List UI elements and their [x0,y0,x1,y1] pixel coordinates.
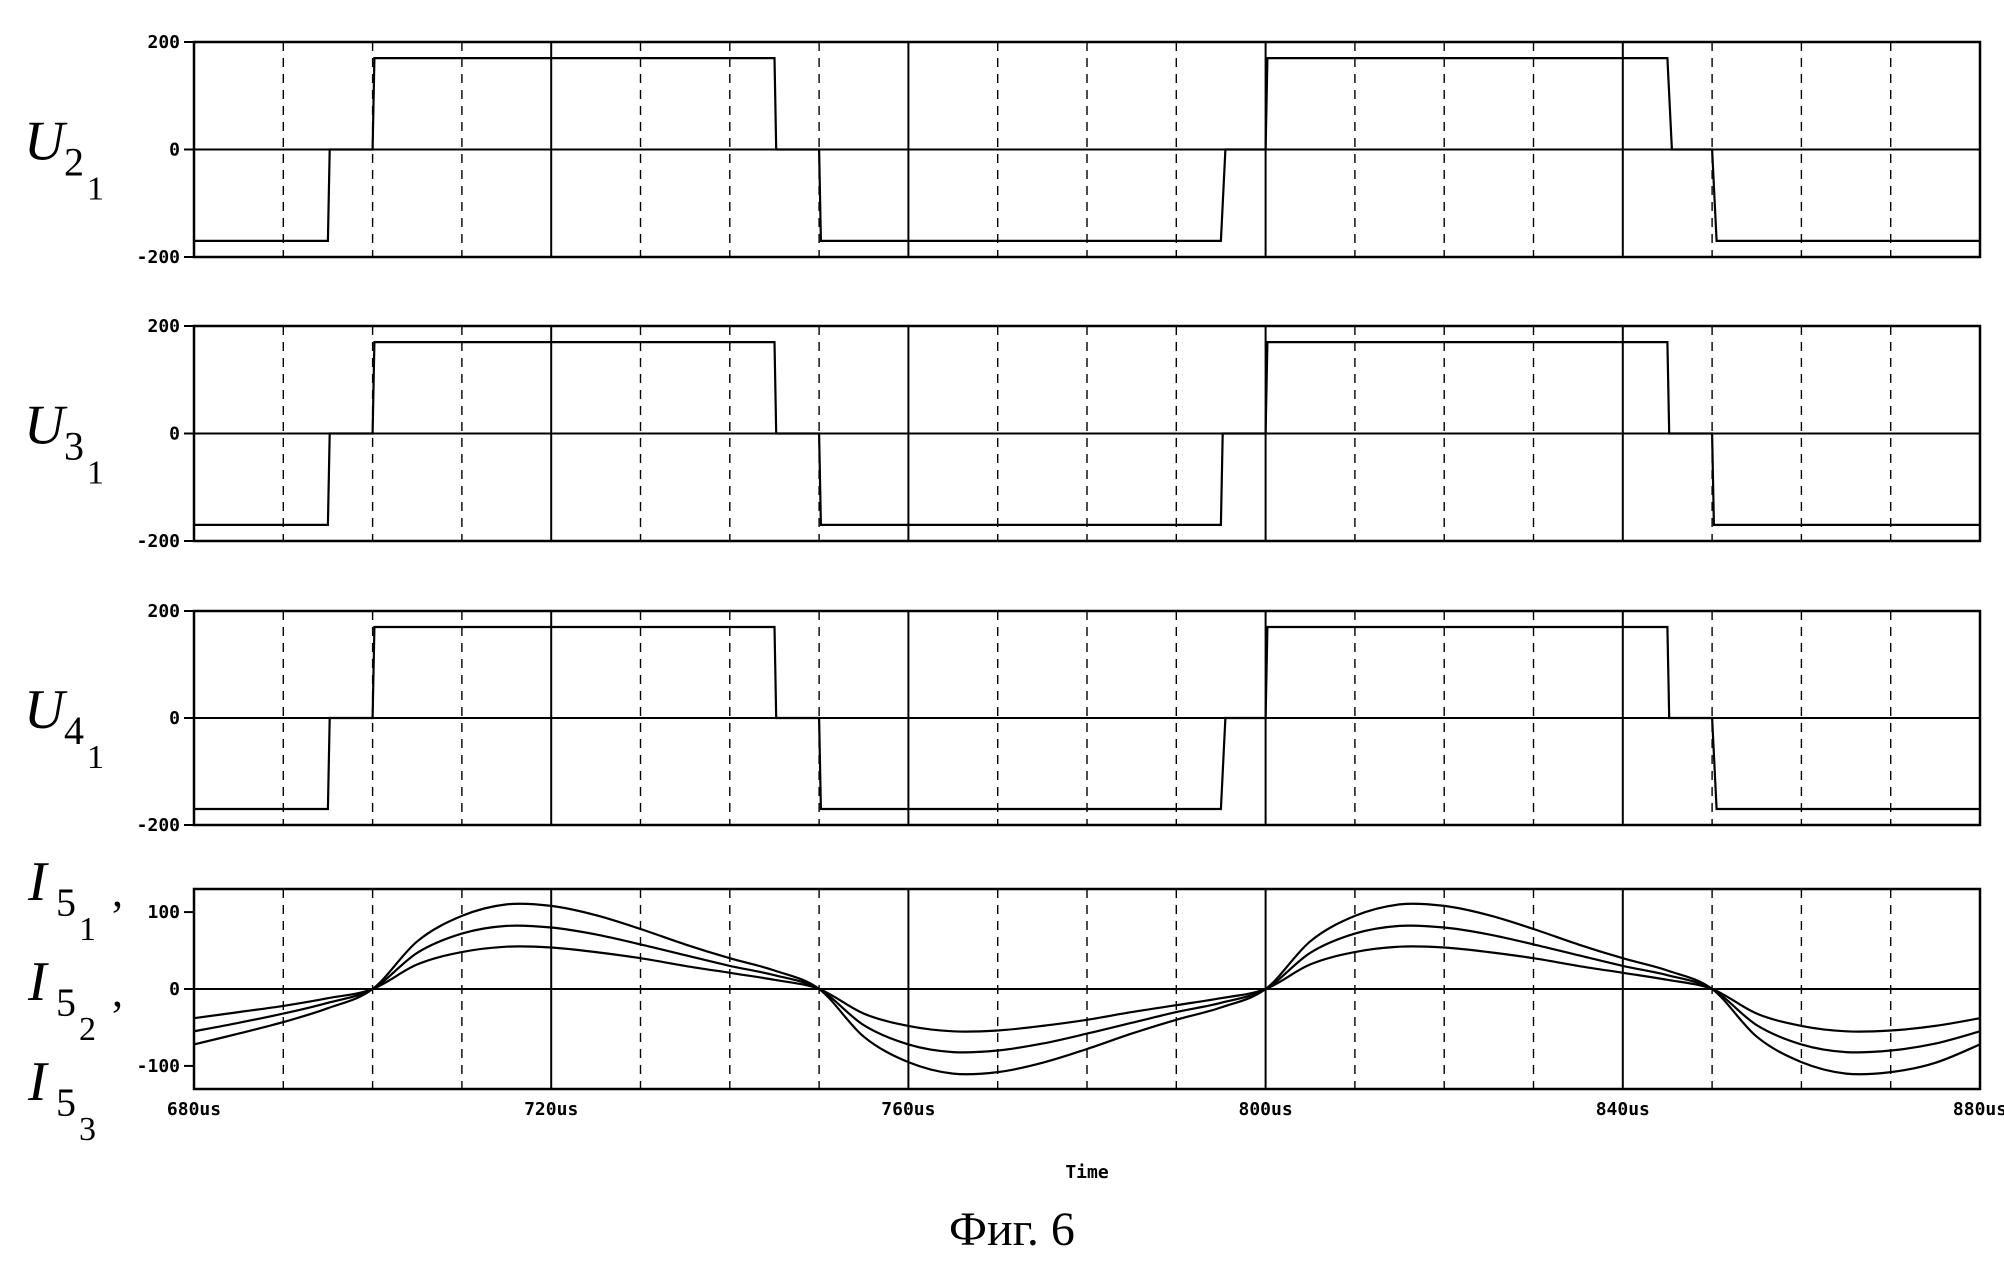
x-tick-label: 880us [1953,1099,2004,1120]
y-tick-label: 200 [147,316,180,337]
y-label-main: U [24,111,68,173]
y-label-sub: 5 [56,980,76,1025]
y-label-comma: , [112,967,123,1016]
y-tick-label: 0 [169,424,180,445]
x-tick-label: 680us [167,1099,221,1120]
y-label-subsub: 1 [79,911,96,948]
x-tick-label: 720us [524,1099,578,1120]
y-tick-label: -100 [137,1056,180,1077]
panel-I5: 1000-100I51,I52,I53 [27,851,1980,1148]
y-label-comma: , [112,867,123,916]
y-tick-label: 0 [169,140,180,161]
y-tick-label: -200 [137,531,180,552]
y-label-subsub: 3 [79,1111,96,1148]
y-axis-label-2: I52, [27,951,123,1048]
y-label-main: I [27,1051,49,1113]
panel-U4: 200 0 -200 U41 [24,601,1980,836]
y-tick-label: -200 [137,247,180,268]
y-label-subsub: 1 [87,171,104,208]
y-label-subsub: 2 [79,1011,96,1048]
x-axis-label: Time [1065,1162,1109,1183]
y-axis-label-3: I53 [27,1051,96,1148]
y-label-subsub: 1 [87,455,104,492]
y-axis-label: U21 [24,111,104,208]
y-label-sub: 5 [56,880,76,925]
y-label-main: U [24,395,68,457]
panel-U2: 200 0 -200 U21 [24,32,1980,268]
x-tick-label: 760us [881,1099,935,1120]
y-axis-label-1: I51, [27,851,123,948]
y-tick-label: 0 [169,979,180,1000]
y-label-sub: 5 [56,1080,76,1125]
y-tick-label: 200 [147,32,180,53]
y-label-main: I [27,951,49,1013]
panel-U3: 200 0 -200 U31 [24,316,1980,552]
y-axis-label: U31 [24,395,104,492]
y-tick-label: 100 [147,902,180,923]
y-label-main: I [27,851,49,913]
y-tick-label: -200 [137,815,180,836]
y-label-sub: 4 [64,708,84,753]
y-label-sub: 3 [64,424,84,469]
y-label-main: U [24,679,68,741]
y-axis-label: U41 [24,679,104,776]
y-tick-label: 200 [147,601,180,622]
figure-caption: Фиг. 6 [949,1203,1075,1256]
y-label-sub: 2 [64,140,84,185]
x-tick-label: 840us [1596,1099,1650,1120]
y-tick-label: 0 [169,708,180,729]
y-label-subsub: 1 [87,739,104,776]
x-tick-label: 800us [1239,1099,1293,1120]
